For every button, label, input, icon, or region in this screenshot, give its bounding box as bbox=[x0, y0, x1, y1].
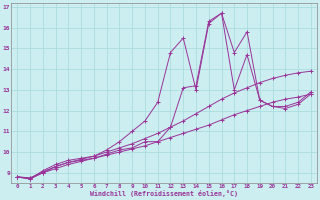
X-axis label: Windchill (Refroidissement éolien,°C): Windchill (Refroidissement éolien,°C) bbox=[90, 190, 238, 197]
